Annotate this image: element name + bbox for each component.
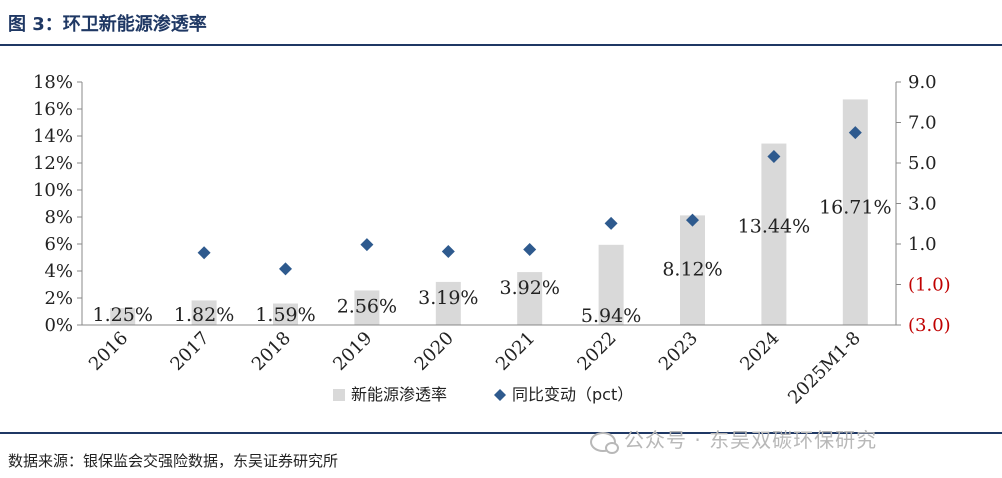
diamond-marker (848, 126, 862, 140)
diamond-marker (360, 238, 374, 252)
x-tick-label: 2016 (85, 328, 132, 375)
title-rule (0, 44, 1002, 46)
x-tick-label: 2018 (248, 328, 295, 375)
marker-series (197, 126, 862, 276)
right-tick-label: 5.0 (908, 153, 937, 174)
x-tick-label: 2022 (573, 328, 620, 375)
diamond-marker (279, 262, 292, 276)
combo-chart: 0% 2% 4% 6% 8% 10% 12% 14% 16% 18% (3.0) (1.0) 1.0 3… (33, 72, 951, 409)
x-axis-ticks: 2016 2017 2018 2019 2020 2021 2022 2023 2024 2025… (82, 324, 896, 409)
right-tick-label: (3.0) (908, 315, 951, 336)
left-tick-label: 18% (33, 72, 73, 93)
x-tick-label: 2025M1-8 (784, 328, 865, 409)
left-tick-label: 12% (33, 153, 73, 174)
right-tick-label: 3.0 (908, 194, 937, 215)
bar-data-label: 13.44% (738, 216, 810, 238)
bar (110, 308, 136, 325)
bar (273, 303, 298, 325)
right-tick-label: (1.0) (908, 275, 951, 296)
diamond-marker (523, 242, 537, 256)
left-tick-label: 16% (33, 99, 73, 120)
left-tick-label: 0% (44, 315, 73, 336)
bar-data-label: 8.12% (662, 258, 722, 280)
x-tick-label: 2021 (492, 328, 539, 375)
wechat-icon (590, 431, 619, 454)
diamond-marker (604, 216, 618, 230)
left-axis: 0% 2% 4% 6% 8% 10% 12% 14% 16% 18% (33, 72, 83, 336)
x-tick-label: 2024 (736, 328, 783, 375)
bar (435, 281, 461, 325)
bar-series (110, 99, 868, 325)
right-tick-label: 1.0 (908, 234, 937, 255)
legend-label-bar: 新能源渗透率 (351, 385, 447, 404)
bar (598, 244, 624, 325)
bar-data-label: 1.82% (174, 304, 234, 326)
x-tick-label: 2017 (166, 328, 213, 375)
left-tick-label: 4% (44, 261, 73, 282)
bar-data-label: 2.56% (337, 295, 397, 317)
legend-swatch-bar (333, 389, 345, 401)
right-tick-label: 7.0 (908, 113, 937, 134)
watermark: 公众号 · 东吴双碳环保研究 (590, 424, 878, 454)
diamond-marker (197, 246, 211, 260)
x-tick-label: 2023 (655, 328, 702, 375)
bar-data-label: 5.94% (581, 305, 641, 327)
bar-data-label: 3.19% (418, 287, 478, 309)
legend-label-marker: 同比变动（pct） (512, 385, 633, 404)
bar-data-label: 16.71% (819, 196, 891, 218)
bar (191, 300, 217, 325)
x-tick-label: 2019 (329, 328, 376, 375)
diamond-marker (441, 244, 455, 258)
bar (680, 215, 705, 325)
left-tick-label: 10% (33, 180, 73, 201)
legend: 新能源渗透率 同比变动（pct） (333, 385, 633, 404)
bar (517, 272, 543, 325)
left-tick-label: 6% (44, 234, 73, 255)
right-tick-label: 9.0 (908, 72, 937, 93)
x-tick-label: 2020 (411, 328, 458, 375)
footer-rule (0, 432, 1002, 434)
figure-title: 图 3：环卫新能源渗透率 (8, 14, 207, 35)
left-tick-label: 2% (44, 288, 73, 309)
left-tick-label: 14% (33, 126, 73, 147)
bar (354, 290, 380, 325)
bar-data-labels: 1.25% 1.82% 1.59% 2.56% 3.19% 3.92% 5.94% 8.12%… (93, 196, 892, 326)
right-axis: (3.0) (1.0) 1.0 3.0 5.0 7.0 9.0 (895, 72, 951, 336)
bar-data-label: 3.92% (500, 277, 560, 299)
diamond-marker (767, 150, 781, 164)
left-tick-label: 8% (44, 207, 73, 228)
bar-data-label: 1.59% (255, 304, 315, 326)
bar (761, 143, 787, 325)
diamond-marker (686, 213, 699, 227)
watermark-text: 公众号 · 东吴双碳环保研究 (624, 428, 878, 452)
bar-data-label: 1.25% (93, 304, 153, 326)
source-note: 数据来源：银保监会交强险数据，东吴证券研究所 (8, 452, 339, 470)
legend-swatch-marker (494, 389, 506, 401)
